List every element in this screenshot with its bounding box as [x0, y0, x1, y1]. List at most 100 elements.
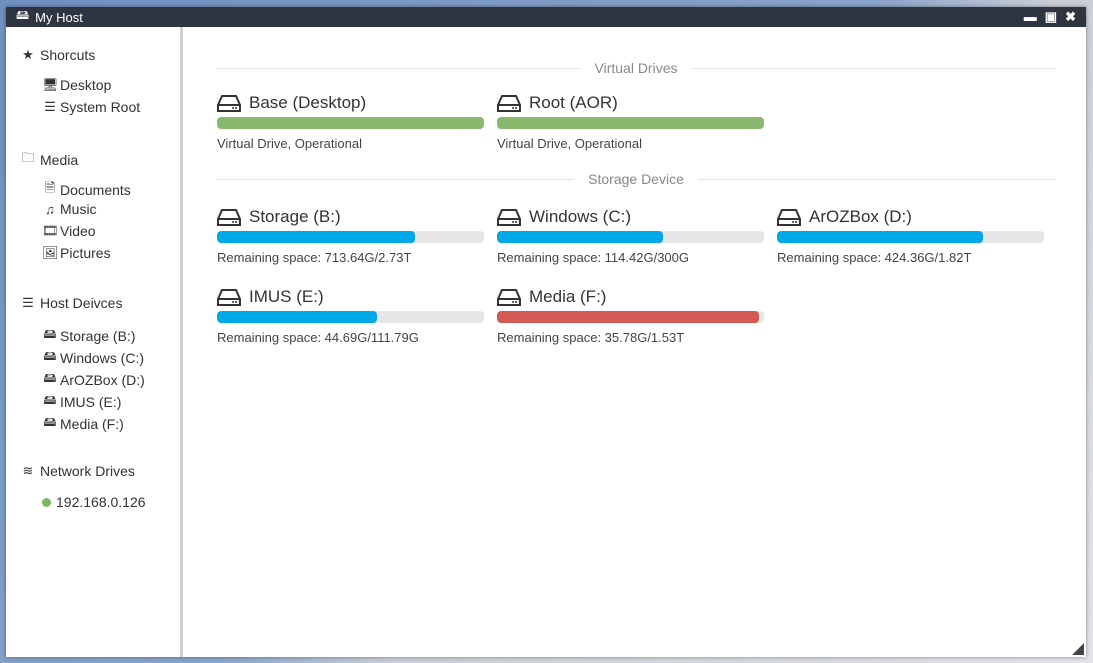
wifi-icon: ≋	[22, 463, 34, 478]
section-heading: Virtual Drives	[580, 60, 692, 76]
usage-bar	[497, 231, 764, 243]
usage-bar	[497, 117, 764, 129]
usage-bar-fill	[497, 117, 764, 129]
section-label: Network Drives	[40, 463, 135, 479]
item-label: Desktop	[60, 77, 112, 93]
server-icon: ☰	[44, 99, 56, 114]
title-bar[interactable]: 🖴 My Host ▬ ▣ ✖	[6, 7, 1086, 27]
usage-bar-fill	[217, 117, 484, 129]
section-media: 🗀 Media	[20, 149, 78, 171]
drive-name: IMUS (E:)	[249, 287, 324, 306]
usage-bar	[777, 231, 1044, 243]
item-label: IMUS (E:)	[60, 394, 122, 410]
item-label: ArOZBox (D:)	[60, 372, 145, 388]
hdd-icon	[217, 95, 241, 112]
usage-bar	[497, 311, 764, 323]
status-dot-icon	[42, 497, 51, 507]
sidebar-item-drive[interactable]: 🖴 Windows (C:)	[42, 347, 144, 369]
usage-bar-fill	[217, 231, 415, 243]
drive-status: Virtual Drive, Operational	[497, 136, 642, 151]
hdd-icon	[217, 289, 241, 306]
drive-card[interactable]: Windows (C:) Remaining space: 114.42G/30…	[497, 206, 764, 265]
sidebar-item-drive[interactable]: 🖴 Storage (B:)	[42, 325, 135, 347]
section-host-devices: ☰ Host Deivces	[20, 295, 122, 311]
drive-name: Storage (B:)	[249, 207, 341, 226]
hdd-icon	[497, 289, 521, 306]
drive-card[interactable]: IMUS (E:) Remaining space: 44.69G/111.79…	[217, 286, 484, 345]
item-label: System Root	[60, 99, 141, 115]
item-label: 192.168.0.126	[56, 494, 146, 510]
item-label: Windows (C:)	[60, 350, 145, 366]
sidebar-item-documents[interactable]: 🗎 Documents	[42, 179, 131, 201]
main-panel: Virtual Drives Storage Device Base (Desk…	[186, 27, 1086, 657]
section-network-drives: ≋ Network Drives	[20, 463, 135, 479]
item-label: Documents	[60, 182, 131, 198]
server-icon: ☰	[22, 295, 34, 310]
drive-card[interactable]: Base (Desktop) Virtual Drive, Operationa…	[217, 92, 484, 151]
section-shortcuts: ★ Shorcuts	[20, 47, 95, 63]
sidebar-item-video[interactable]: 🎞 Video	[42, 223, 96, 239]
drive-name: Base (Desktop)	[249, 93, 367, 112]
item-label: Music	[60, 201, 97, 217]
drive-status: Remaining space: 44.69G/111.79G	[217, 330, 419, 345]
close-button[interactable]: ✖	[1065, 9, 1076, 24]
sidebar-item-system-root[interactable]: ☰ System Root	[42, 99, 140, 115]
music-icon: ♫	[45, 201, 55, 217]
drive-status: Remaining space: 35.78G/1.53T	[497, 330, 685, 345]
section-label: Host Deivces	[40, 295, 123, 311]
item-label: Video	[60, 223, 96, 239]
sidebar-item-drive[interactable]: 🖴 IMUS (E:)	[42, 391, 121, 413]
usage-bar-fill	[497, 311, 759, 323]
drive-status: Remaining space: 114.42G/300G	[497, 250, 689, 265]
hdd-icon	[217, 209, 241, 226]
drive-name: ArOZBox (D:)	[809, 207, 912, 226]
divider-virtual-drives: Virtual Drives	[216, 60, 1056, 76]
resize-handle[interactable]	[1072, 643, 1084, 655]
sidebar-item-music[interactable]: ♫ Music	[42, 201, 97, 217]
window-title: My Host	[35, 9, 83, 25]
drive-name: Root (AOR)	[529, 93, 618, 112]
drive-card[interactable]: ArOZBox (D:) Remaining space: 424.36G/1.…	[777, 206, 1044, 265]
section-heading: Storage Device	[574, 171, 698, 187]
my-host-window: 🖴 My Host ▬ ▣ ✖ ★ Shorcuts 🖥 Desktop ☰ Syst…	[6, 7, 1086, 657]
drive-card[interactable]: Storage (B:) Remaining space: 713.64G/2.…	[217, 206, 484, 265]
folder-icon: 🗀	[21, 150, 35, 165]
hdd-icon: 🖴	[43, 326, 57, 341]
item-label: Storage (B:)	[60, 328, 136, 344]
image-icon: 🖼	[42, 245, 59, 260]
usage-bar-fill	[777, 231, 983, 243]
hdd-icon: 🖴	[43, 370, 57, 385]
sidebar-item-network-drive[interactable]: 192.168.0.126	[42, 494, 146, 510]
hdd-icon	[497, 209, 521, 226]
section-label: Shorcuts	[40, 47, 96, 63]
usage-bar-fill	[217, 311, 378, 323]
section-label: Media	[40, 152, 79, 168]
sidebar-item-drive[interactable]: 🖴 ArOZBox (D:)	[42, 369, 145, 391]
hdd-icon: 🖴	[43, 414, 57, 429]
drive-name: Windows (C:)	[529, 207, 632, 226]
usage-bar	[217, 117, 484, 129]
sidebar-item-drive[interactable]: 🖴 Media (F:)	[42, 413, 124, 435]
usage-bar	[217, 311, 484, 323]
hdd-icon: 🖴	[16, 7, 30, 22]
film-icon: 🎞	[42, 223, 59, 238]
sidebar: ★ Shorcuts 🖥 Desktop ☰ System Root 🗀 Media 🗎…	[6, 27, 183, 657]
minimize-button[interactable]: ▬	[1023, 9, 1037, 24]
drive-status: Remaining space: 424.36G/1.82T	[777, 250, 972, 265]
maximize-button[interactable]: ▣	[1044, 9, 1058, 24]
sidebar-item-desktop[interactable]: 🖥 Desktop	[42, 77, 111, 93]
drive-card[interactable]: Media (F:) Remaining space: 35.78G/1.53T	[497, 286, 764, 345]
drive-card[interactable]: Root (AOR) Virtual Drive, Operational	[497, 92, 764, 151]
desktop-icon: 🖥	[42, 77, 59, 92]
usage-bar-fill	[497, 231, 663, 243]
hdd-icon: 🖴	[43, 348, 57, 363]
item-label: Media (F:)	[60, 416, 124, 432]
item-label: Pictures	[60, 245, 111, 261]
hdd-icon	[777, 209, 801, 226]
drive-status: Virtual Drive, Operational	[217, 136, 362, 151]
star-icon: ★	[22, 47, 34, 62]
sidebar-item-pictures[interactable]: 🖼 Pictures	[42, 245, 111, 261]
divider-storage-device: Storage Device	[216, 171, 1056, 187]
drive-name: Media (F:)	[529, 287, 607, 306]
drive-status: Remaining space: 713.64G/2.73T	[217, 250, 412, 265]
